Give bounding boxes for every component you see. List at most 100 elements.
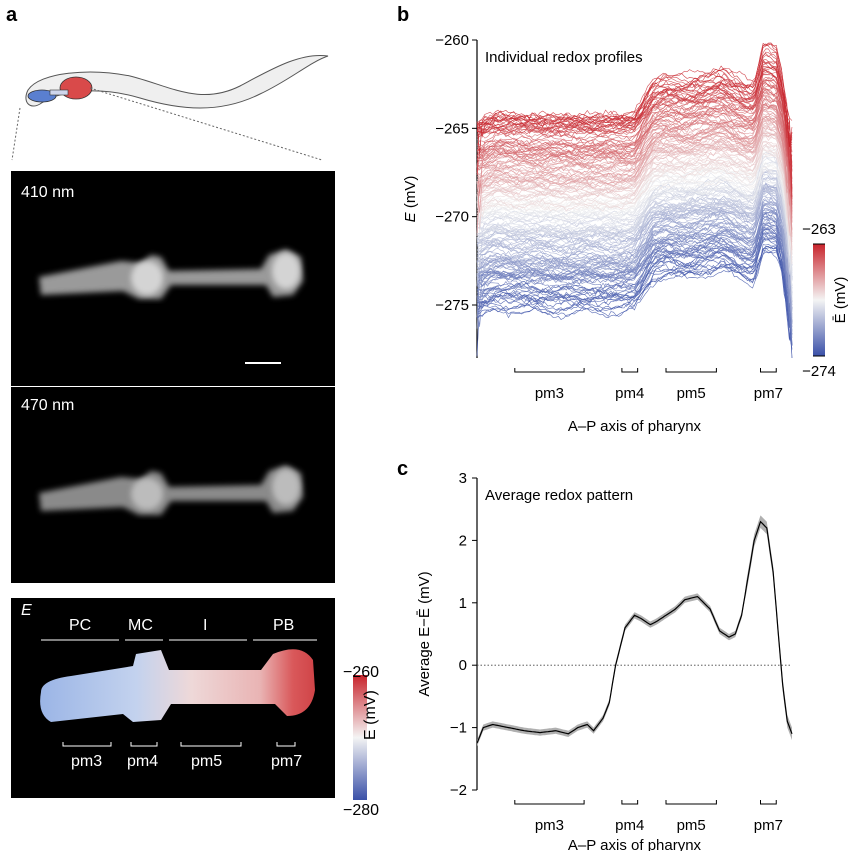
chart-b-profile-line [476,197,793,280]
chart-b-profile-line [476,130,793,236]
chart-b-profile-line [476,51,793,139]
muscle-label-pm7: pm7 [271,753,303,770]
chart-c-y-tick-label: 1 [459,595,467,612]
chart-c-confidence-band [477,515,792,747]
chart-b-profile-line [476,43,793,154]
chart-b-profile-line [476,122,793,223]
chart-b-profile-line [476,132,793,265]
chart-b-segment-bracket [514,368,585,373]
chart-b-profile-line [476,140,793,234]
fluorescence-image-470: 470 nm [11,387,335,583]
chart-b-profile-line [476,161,793,248]
chart-b-profile-line [476,251,793,359]
chart-c-segment-bracket [665,800,717,805]
chart-b-profile-line [476,203,793,325]
chart-c-segment-label: pm4 [615,817,644,834]
chart-b-profile-line [476,185,793,311]
chart-b-x-label: A–P axis of pharynx [568,418,702,435]
chart-b-profile-line [476,103,793,194]
map-colorbar-min-label: −280 [343,802,380,819]
chart-c-segment-bracket [514,800,585,805]
map-colorbar-gradient [353,675,367,800]
worm-illustration [11,54,329,161]
chart-b-segment-label: pm3 [535,385,564,402]
redox-map-drawing [40,639,317,747]
chart-c-y-tick-label: 0 [459,657,467,674]
chart-b-profile-line [476,96,793,206]
chart-b-profile-line [476,103,793,209]
chart-b-segment-bracket [665,368,717,373]
chart-b-profile-line [476,171,793,286]
map-colorbar-max-label: −260 [343,664,380,681]
chart-b-profile-line [476,184,793,274]
map-colorbar-label: E (mV) [362,690,379,740]
chart-b-profile-line [476,130,793,250]
chart-b-profile-line [476,63,793,191]
chart-b-profile-line [476,211,793,303]
region-label-i: I [203,617,208,634]
chart-b-segment-label: pm7 [754,385,783,402]
chart-b-profile-line [476,173,793,270]
chart-b-profile-line [476,170,793,254]
chart-c-segment-label: pm7 [754,817,783,834]
chart-b-profile-line [476,221,793,321]
chart-b-profile-line [476,182,793,303]
chart-b-profile-line [476,231,793,328]
chart-b-profile-line [477,149,793,241]
chart-b-segment-bracket [760,368,777,373]
muscle-label-pm4: pm4 [127,753,159,770]
map-colorbar [353,675,367,800]
fluorescence-image-410: 410 nm [11,171,335,386]
chart-b-segment-label: pm4 [615,385,644,402]
chart-b-profile-line [476,179,793,269]
chart-b-y-label: E (mV) [402,176,419,223]
chart-b-profile-line [476,156,793,286]
chart-b-profile-line [476,132,793,207]
chart-c-title: Average redox pattern [485,487,633,504]
muscle-label-pm5: pm5 [191,753,223,770]
chart-b-profile-line [476,226,793,320]
chart-b-profile-line [476,152,793,241]
region-label-pc: PC [69,617,92,634]
chart-b-profile-line [476,209,793,301]
chart-b-title: Individual redox profiles [485,49,643,66]
chart-b-profile-line [476,61,793,130]
chart-c-x-label: A–P axis of pharynx [568,837,702,851]
chart-b-y-tick-label: −270 [435,209,469,226]
chart-b-profile-line [476,141,793,242]
chart-b-y-tick-label: −260 [435,32,469,49]
chart-c-y-label: Average E−Ē (mV) [416,571,433,696]
region-label-pb: PB [273,617,295,634]
chart-b-profile-line [476,75,793,189]
chart-b-y-tick-label: −265 [435,120,469,137]
chart-c-y-tick-label: 2 [459,532,467,549]
chart-b-profile-line [476,183,793,317]
chart-b-segment-bracket [621,368,639,373]
chart-b-profile-line [476,70,793,145]
panel-letter-a: a [6,4,18,26]
chart-b-profile-line [476,169,793,271]
muscle-label-pm3: pm3 [71,753,103,770]
chart-b-profile-line [476,161,793,256]
chart-b-profile-line [477,165,793,296]
chart-b-profile-line [476,99,793,230]
chart-b-profile-line [476,69,793,203]
chart-b-profile-line [476,115,793,231]
chart-b-profile-line [476,218,793,261]
chart-b-profile-line [476,70,793,198]
chart-b-profile-line [476,228,793,359]
chart-b-profile-line [476,82,793,194]
chart-b: −260 −265 −270 −275 E (mV) Individual redox p… [402,32,849,435]
chart-b-profile-line [476,207,793,346]
image-label-470: 470 nm [21,397,75,414]
chart-c-segment-label: pm3 [535,817,564,834]
chart-c: −2 −1 0 1 2 3 Average E−Ē (mV) Average redox pa… [416,470,793,851]
chart-c-y-tick-label: −2 [450,782,467,799]
chart-b-profile-line [476,53,793,148]
chart-b-profile-line [476,223,793,299]
chart-b-profile-line [476,164,793,237]
chart-b-segment-label: pm5 [677,385,706,402]
chart-b-profile-line [476,162,793,252]
chart-c-segment-label: pm5 [677,817,706,834]
chart-c-mean-line [476,520,793,744]
